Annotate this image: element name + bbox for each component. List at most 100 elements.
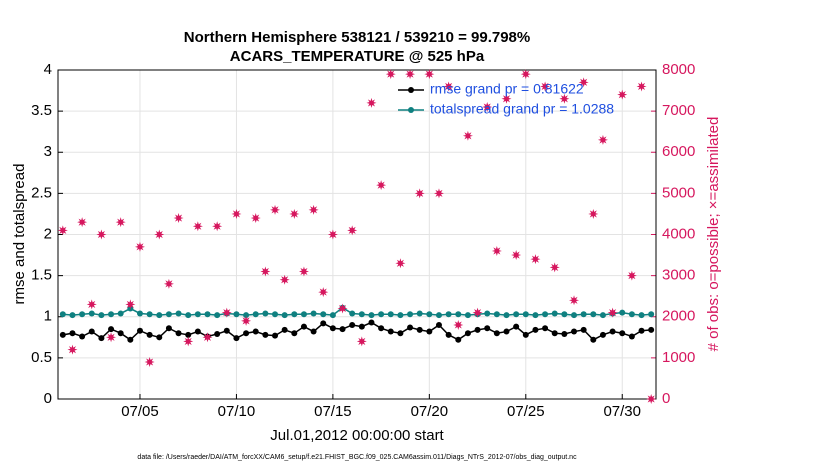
chart-subtitle: ACARS_TEMPERATURE @ 525 hPa [230, 48, 485, 65]
series-marker [291, 330, 298, 337]
series-marker [513, 323, 520, 330]
obs-count-marker [298, 266, 309, 277]
y2-tick-label: 7000 [662, 102, 695, 119]
series-marker [542, 311, 549, 318]
obs-count-marker [154, 229, 165, 240]
series-marker [561, 331, 568, 338]
series-marker [503, 312, 510, 319]
series-marker [590, 336, 597, 343]
y-tick-label: 0.5 [31, 349, 52, 366]
obs-count-marker [202, 332, 213, 343]
series-marker [117, 310, 124, 317]
series-marker [127, 336, 134, 343]
y-tick-label: 1 [44, 308, 52, 325]
series-marker [416, 326, 423, 333]
series-marker [204, 311, 211, 318]
series-marker [455, 336, 462, 343]
obs-count-marker [347, 225, 358, 236]
series-marker [628, 333, 635, 340]
obs-count-marker [96, 229, 107, 240]
y2-tick-label: 2000 [662, 308, 695, 325]
series-marker [455, 311, 462, 318]
obs-count-marker [607, 307, 618, 318]
series-marker [233, 335, 240, 342]
series-marker [310, 310, 317, 317]
obs-count-marker [144, 356, 155, 367]
y-tick-label: 2 [44, 225, 52, 242]
series-marker [358, 323, 365, 330]
series-marker [59, 331, 66, 338]
series-marker [503, 328, 510, 335]
x-tick-label: 07/20 [411, 403, 449, 420]
series-marker [416, 310, 423, 317]
series-marker [88, 310, 95, 317]
series-marker [156, 334, 163, 341]
obs-count-marker [385, 69, 396, 80]
legend-marker [408, 107, 414, 113]
series-marker [580, 326, 587, 333]
y2-tick-label: 4000 [662, 225, 695, 242]
obs-count-marker [588, 208, 599, 219]
series-marker [349, 321, 356, 328]
y2-tick-label: 8000 [662, 61, 695, 78]
obs-count-marker [462, 130, 473, 141]
x-tick-label: 07/25 [507, 403, 545, 420]
series-marker [349, 310, 356, 317]
series-marker [484, 325, 491, 332]
x-tick-label: 07/05 [121, 403, 159, 420]
obs-count-marker [395, 258, 406, 269]
series-marker [532, 326, 539, 333]
series-marker [320, 320, 327, 327]
series-marker [474, 326, 481, 333]
obs-count-marker [366, 97, 377, 108]
obs-count-marker [279, 274, 290, 285]
series-marker [339, 326, 346, 333]
series-marker [580, 311, 587, 318]
obs-count-marker [433, 188, 444, 199]
series-marker [59, 311, 66, 318]
series-marker [300, 323, 307, 330]
series-marker [281, 312, 288, 319]
x-tick-label: 07/10 [218, 403, 256, 420]
series-marker [98, 312, 105, 319]
plot-frame [57, 69, 657, 400]
y-tick-label: 2.5 [31, 184, 52, 201]
series-marker [407, 324, 414, 331]
obs-count-marker [260, 266, 271, 277]
obs-count-marker [270, 204, 281, 215]
series-marker [214, 312, 221, 319]
series-marker [108, 326, 115, 333]
y2-tick-label: 3000 [662, 267, 695, 284]
x-axis-label: Jul.01,2012 00:00:00 start [270, 427, 444, 444]
obs-count-marker [424, 69, 435, 80]
series-marker [156, 312, 163, 319]
series-marker [397, 330, 404, 337]
x-tick-label: 07/30 [603, 403, 641, 420]
obs-count-marker [376, 180, 387, 191]
series-marker [368, 319, 375, 326]
obs-count-marker [125, 299, 136, 310]
series-marker [445, 311, 452, 318]
obs-count-marker [327, 229, 338, 240]
y2-tick-label: 1000 [662, 349, 695, 366]
series-marker [397, 312, 404, 319]
series-marker [435, 312, 442, 319]
series-marker [358, 311, 365, 318]
y2-tick-label: 5000 [662, 184, 695, 201]
y2-axis-label: # of obs: o=possible; ×=assimilated [705, 117, 722, 352]
series-marker [281, 326, 288, 333]
obs-count-marker [337, 303, 348, 314]
obs-count-marker [212, 221, 223, 232]
y-axis-label: rmse and totalspread [11, 164, 28, 305]
obs-count-marker [472, 307, 483, 318]
obs-count-marker [569, 295, 580, 306]
series-marker [79, 311, 86, 318]
series-marker [648, 311, 655, 318]
series-marker [619, 309, 626, 316]
obs-count-marker [173, 213, 184, 224]
series-marker [69, 312, 76, 319]
y-tick-label: 3.5 [31, 102, 52, 119]
series-marker [542, 325, 549, 332]
legend-label: totalspread grand pr = 1.0288 [430, 101, 614, 117]
obs-count-marker [308, 204, 319, 215]
